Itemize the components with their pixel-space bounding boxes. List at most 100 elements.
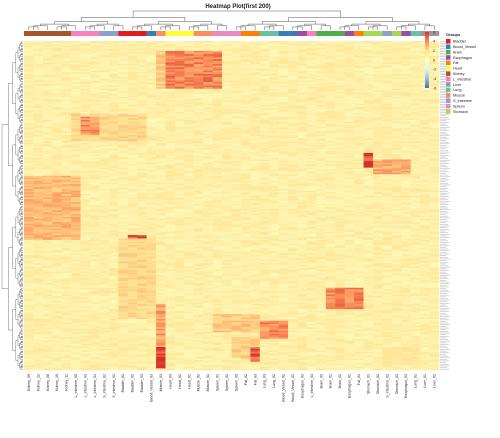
heatmap-cell	[250, 67, 261, 70]
heatmap-cell	[33, 138, 44, 141]
heatmap-cell	[99, 142, 110, 145]
heatmap-cell	[24, 131, 34, 134]
heatmap-cell	[429, 103, 440, 106]
heatmap-cell	[108, 179, 119, 182]
heatmap-cell	[203, 169, 213, 172]
heatmap-cell	[410, 47, 421, 50]
heatmap-cell	[297, 144, 308, 147]
heatmap-cell	[61, 147, 72, 150]
heatmap-cell	[354, 162, 364, 165]
heatmap-cell	[99, 129, 110, 132]
heatmap-cell	[99, 198, 110, 201]
heatmap-cell	[184, 134, 195, 137]
heatmap-cell	[372, 62, 383, 65]
heatmap-cell	[278, 57, 289, 60]
heatmap-cell	[174, 70, 185, 73]
heatmap-cell	[401, 72, 411, 75]
row-dendrogram-branch	[20, 356, 23, 360]
heatmap-cell	[250, 75, 261, 78]
heatmap-cell	[297, 110, 308, 113]
heatmap-cell	[52, 149, 63, 152]
heatmap-cell	[259, 213, 270, 216]
heatmap-cell	[401, 202, 411, 205]
heatmap-cell	[99, 167, 110, 170]
heatmap-cell	[335, 90, 345, 93]
heatmap-cell	[344, 139, 355, 142]
heatmap-cell	[278, 119, 289, 122]
heatmap-cell	[278, 180, 289, 183]
heatmap-cell	[420, 118, 430, 121]
heatmap-cell	[222, 184, 232, 187]
heatmap-cell	[391, 96, 402, 99]
heatmap-cell	[335, 108, 345, 111]
heatmap-cell	[212, 62, 223, 65]
heatmap-cell	[429, 121, 440, 124]
heatmap-cell	[203, 195, 213, 198]
heatmap-cell	[156, 110, 166, 113]
heatmap-cell	[269, 208, 279, 211]
heatmap-cell	[372, 106, 383, 109]
heatmap-cell	[429, 126, 440, 129]
heatmap-cell	[184, 60, 195, 63]
annotation-cell	[240, 31, 251, 36]
heatmap-cell	[137, 83, 147, 86]
heatmap-cell	[250, 169, 261, 172]
heatmap-cell	[99, 200, 110, 203]
heatmap-cell	[193, 59, 204, 62]
heatmap-cell	[372, 175, 383, 178]
heatmap-cell	[33, 189, 44, 191]
heatmap-cell	[372, 213, 383, 216]
heatmap-cell	[99, 169, 110, 172]
heatmap-cell	[165, 129, 176, 132]
heatmap-cell	[420, 129, 430, 132]
heatmap-cell	[278, 213, 289, 216]
heatmap-cell	[335, 98, 345, 101]
heatmap-cell	[429, 197, 440, 200]
heatmap-cell	[174, 152, 185, 155]
heatmap-cell	[316, 159, 327, 162]
heatmap-cell	[212, 189, 223, 191]
heatmap-cell	[410, 190, 421, 193]
heatmap-cell	[391, 82, 402, 85]
heatmap-cell	[193, 85, 204, 88]
heatmap-cell	[306, 192, 317, 195]
heatmap-cell	[193, 156, 204, 159]
heatmap-cell	[146, 103, 157, 106]
heatmap-cell	[118, 205, 129, 208]
heatmap-cell	[429, 159, 440, 162]
heatmap-cell	[99, 156, 110, 159]
column-dendrogram-branch	[200, 23, 223, 26]
heatmap-cell	[240, 193, 251, 196]
heatmap-cell	[146, 142, 157, 145]
heatmap-cell	[391, 190, 402, 193]
heatmap-cell	[420, 90, 430, 93]
heatmap-cell	[429, 157, 440, 160]
heatmap-cell	[193, 67, 204, 70]
heatmap-cell	[372, 147, 383, 150]
heatmap-cell	[174, 210, 185, 213]
heatmap-cell	[297, 131, 308, 134]
heatmap-cell	[212, 101, 223, 104]
heatmap-cell	[325, 101, 336, 104]
heatmap-cell	[354, 65, 364, 68]
heatmap-cell	[222, 203, 232, 206]
heatmap-cell	[288, 52, 298, 55]
heatmap-cell	[269, 72, 279, 75]
heatmap-cell	[429, 41, 440, 43]
heatmap-cell	[391, 162, 402, 165]
heatmap-cell	[344, 119, 355, 122]
heatmap-cell	[156, 98, 166, 101]
heatmap-cell	[24, 73, 34, 76]
heatmap-cell	[354, 75, 364, 78]
heatmap-cell	[269, 96, 279, 99]
heatmap-cell	[156, 93, 166, 96]
heatmap-cell	[288, 45, 298, 48]
heatmap-cell	[127, 57, 138, 60]
heatmap-cell	[363, 45, 374, 48]
heatmap-cell	[259, 170, 270, 173]
heatmap-cell	[24, 180, 34, 183]
heatmap-cell	[80, 47, 91, 50]
heatmap-cell	[33, 215, 44, 218]
heatmap-cell	[146, 123, 157, 126]
heatmap-cell	[429, 116, 440, 119]
